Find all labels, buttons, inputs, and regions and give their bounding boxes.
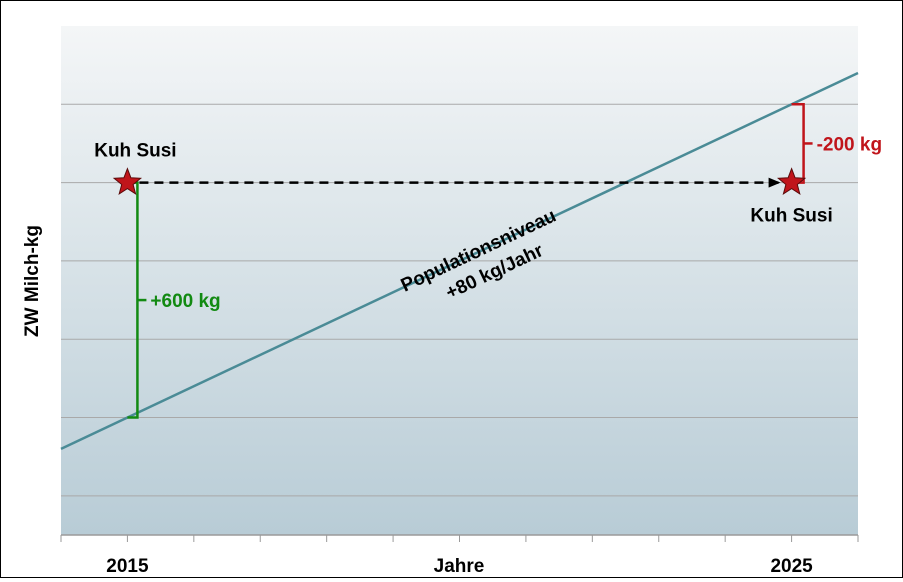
x-tick-label: 2025 xyxy=(770,556,813,577)
x-tick-label: 2015 xyxy=(106,556,149,577)
star-marker-end xyxy=(776,167,807,196)
label-cow-start: Kuh Susi xyxy=(94,141,176,162)
plot-background xyxy=(61,26,858,535)
star-marker-start xyxy=(112,167,143,196)
x-axis: 2015 2025 xyxy=(60,534,859,577)
series-line-populationsniveau xyxy=(60,71,859,450)
y-axis-label: ZW Milch-kg xyxy=(22,225,43,337)
x-axis-label: Jahre xyxy=(434,556,485,577)
series-group xyxy=(60,71,859,450)
label-diff-end: -200 kg xyxy=(817,134,882,155)
label-diff-start: +600 kg xyxy=(150,291,220,312)
label-cow-end: Kuh Susi xyxy=(750,206,832,227)
